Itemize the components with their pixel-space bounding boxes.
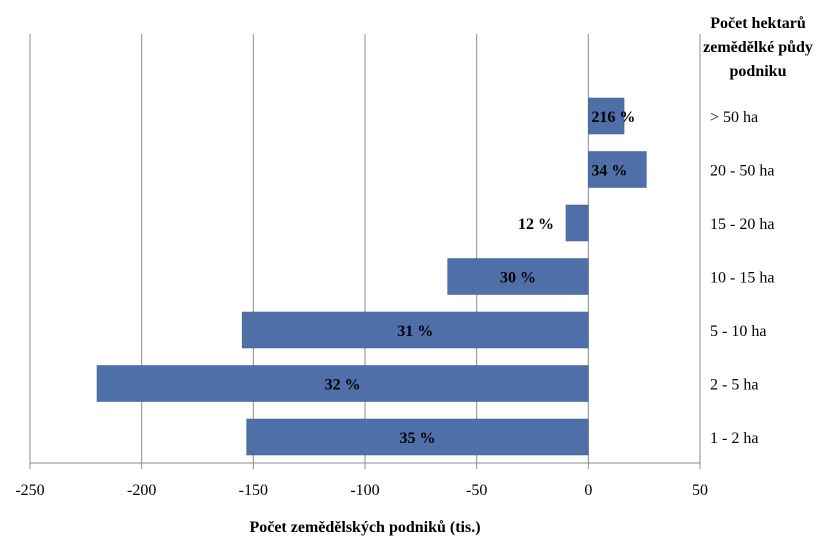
category-label: 20 - 50 ha <box>710 163 774 180</box>
x-tick-label: 50 <box>692 482 708 499</box>
bar <box>565 204 589 242</box>
bar <box>588 151 647 188</box>
data-label: 32 % <box>325 377 361 394</box>
bar <box>96 365 589 402</box>
bars <box>96 97 647 456</box>
bar <box>447 258 589 295</box>
category-axis-title-line-3: podniku <box>730 63 787 80</box>
x-tick-labels: -250 -200 -150 -100 -50 0 50 <box>15 463 708 499</box>
data-label: 34 % <box>591 163 627 180</box>
category-label: 2 - 5 ha <box>710 377 758 394</box>
x-tick-label: -250 <box>15 482 44 499</box>
category-label: 15 - 20 ha <box>710 216 774 233</box>
x-tick-label: -100 <box>350 482 379 499</box>
x-tick-label: -50 <box>466 482 487 499</box>
category-labels: > 50 ha 20 - 50 ha 15 - 20 ha 10 - 15 ha 5 -… <box>710 109 774 447</box>
category-label: 10 - 15 ha <box>710 270 774 287</box>
x-axis-title: Počet zemědělských podniků (tis.) <box>249 519 480 536</box>
data-label: 31 % <box>397 323 433 340</box>
bar <box>241 311 589 349</box>
data-label: 30 % <box>500 270 536 287</box>
data-labels: 216 % 34 % 12 % 30 % 31 % 32 % 35 % <box>325 109 636 447</box>
data-label: 12 % <box>518 216 554 233</box>
bar <box>588 97 625 135</box>
bar <box>246 418 589 456</box>
category-label: 1 - 2 ha <box>710 430 758 447</box>
x-tick-label: 0 <box>584 482 592 499</box>
category-label: > 50 ha <box>710 109 758 126</box>
data-label: 216 % <box>591 109 635 126</box>
category-axis-title-line-1: Počet hektarů <box>710 15 806 32</box>
category-axis-title-line-2: zemědělké půdy <box>703 39 813 56</box>
data-label: 35 % <box>399 430 435 447</box>
x-tick-label: -200 <box>127 482 156 499</box>
category-label: 5 - 10 ha <box>710 323 766 340</box>
x-tick-label: -150 <box>239 482 268 499</box>
